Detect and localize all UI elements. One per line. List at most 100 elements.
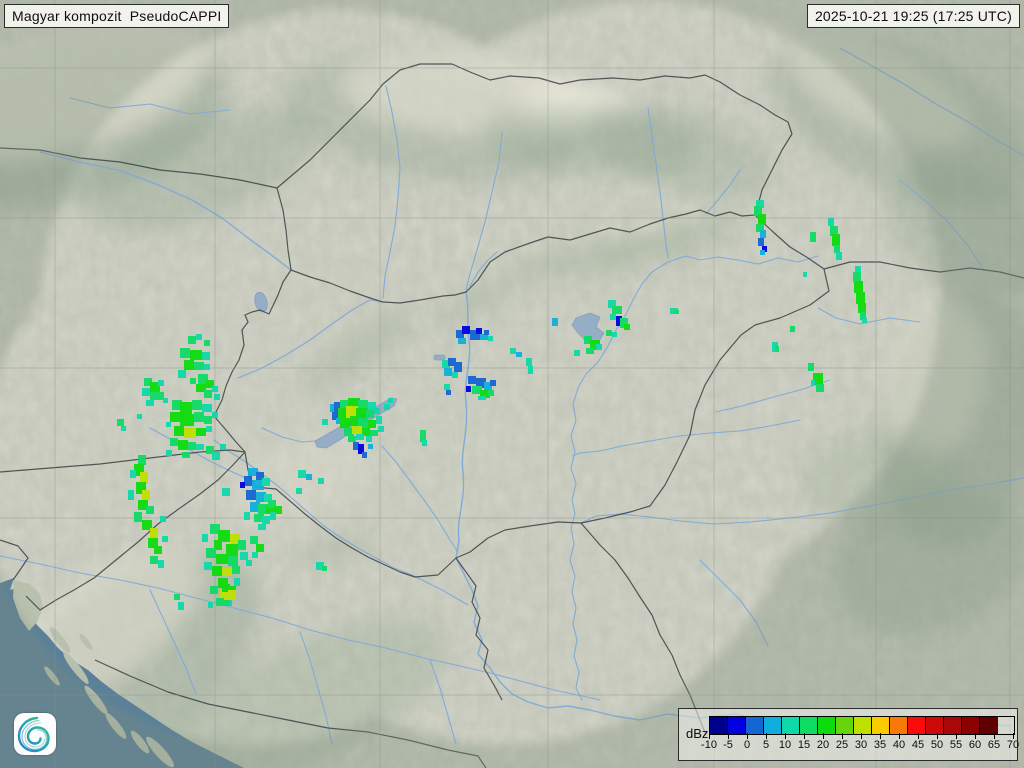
- river-maros: [580, 477, 1024, 525]
- radar-echo-cell: [366, 436, 372, 442]
- radar-echo-cell: [136, 482, 146, 494]
- radar-echo-cell: [206, 426, 212, 432]
- radar-echo-cell: [130, 470, 136, 478]
- radar-echo-cell: [454, 362, 462, 372]
- river-raba: [237, 299, 383, 379]
- lake-velence: [433, 354, 446, 361]
- radar-echo-cell: [274, 506, 282, 514]
- radar-echo-cell: [420, 430, 426, 442]
- legend-unit-label: dBz: [686, 726, 709, 741]
- radar-echo-cell: [480, 390, 490, 398]
- radar-echo-cell: [206, 446, 214, 454]
- radar-echo-cell: [192, 400, 202, 410]
- legend-color-cell: [980, 717, 998, 734]
- radar-echo-cell: [142, 490, 150, 500]
- radar-echo-cell: [358, 418, 368, 428]
- radar-echo-cell: [246, 560, 252, 566]
- radar-echo-cell: [811, 380, 815, 386]
- legend-tick-label: -5: [723, 739, 733, 751]
- radar-echo-cell: [234, 578, 240, 586]
- radar-echo-cell: [596, 344, 602, 350]
- legend-color-bar: [709, 716, 1015, 735]
- radar-echo-cell: [202, 404, 212, 412]
- radar-echo-cell: [488, 390, 494, 396]
- product-title: Magyar kompozit PseudoCAPPI: [4, 4, 230, 28]
- radar-echo-cell: [322, 419, 328, 425]
- radar-echo-cell: [813, 373, 823, 385]
- radar-echo-cell: [244, 512, 250, 520]
- radar-echo-cell: [480, 334, 488, 340]
- legend-color-cell: [764, 717, 782, 734]
- radar-echo-cell: [121, 426, 126, 431]
- radar-echo-cell: [754, 206, 762, 216]
- radar-echo-cell: [150, 556, 158, 564]
- radar-echo-cell: [462, 326, 470, 334]
- radar-echo-cell: [258, 524, 266, 530]
- border-hungary: [213, 209, 830, 578]
- radar-echo-cell: [216, 554, 228, 564]
- radar-echo-cell: [472, 386, 482, 394]
- radar-echo-cell: [270, 512, 276, 520]
- radar-echo-cell: [214, 540, 222, 550]
- radar-echo-cell: [803, 272, 807, 277]
- radar-echo-cell: [178, 602, 184, 610]
- radar-echo-cell: [220, 444, 226, 450]
- legend-color-cell: [782, 717, 800, 734]
- radar-echo-cell: [230, 534, 240, 544]
- radar-echo-cell: [366, 410, 374, 418]
- river-tisza: [569, 255, 819, 701]
- radar-echo-cell: [832, 234, 840, 246]
- radar-echo-cell: [444, 384, 450, 390]
- legend-tick-marks: [709, 733, 1014, 739]
- radar-echo-cell: [612, 332, 617, 337]
- radar-echo-cell: [610, 314, 616, 320]
- radar-echo-cell: [210, 524, 220, 534]
- legend-tick: [994, 733, 995, 739]
- legend-tick: [1013, 733, 1014, 739]
- radar-echo-cell: [212, 386, 218, 392]
- hungaromet-logo: [14, 713, 56, 755]
- legend-tick: [861, 733, 862, 739]
- legend-color-cell: [854, 717, 872, 734]
- radar-echo-cell: [180, 348, 190, 358]
- radar-echo-cell: [204, 390, 212, 398]
- radar-echo-cell: [216, 598, 224, 606]
- border-slovakia-poland: [382, 63, 793, 135]
- legend-tick-label: 45: [911, 739, 925, 751]
- radar-echo-cell: [358, 400, 368, 408]
- radar-echo-cell: [586, 348, 594, 354]
- radar-echo-cell: [162, 536, 168, 542]
- radar-echo-cell: [444, 368, 452, 376]
- radar-echo-cell: [160, 516, 166, 522]
- radar-echo-cell: [210, 586, 218, 594]
- radar-echo-cell: [484, 330, 489, 335]
- radar-echo-cell: [756, 224, 764, 232]
- radar-echo-cell: [362, 452, 367, 458]
- radar-echo-cell: [218, 530, 230, 542]
- radar-echo-cell: [158, 392, 164, 400]
- radar-echo-cell: [756, 200, 764, 208]
- radar-echo-cell: [146, 506, 154, 514]
- legend-color-cell: [926, 717, 944, 734]
- radar-echo-cell: [190, 378, 196, 384]
- river-sio: [381, 445, 459, 553]
- radar-echo-cell: [170, 438, 178, 446]
- radar-echo-cell: [222, 584, 230, 592]
- legend-tick-label: 20: [816, 739, 830, 751]
- radar-echo-cell: [340, 400, 350, 408]
- radar-echo-cell: [322, 566, 327, 571]
- radar-echo-cell: [222, 568, 232, 576]
- radar-echo-cell: [256, 544, 264, 552]
- legend-tick-label: 65: [987, 739, 1001, 751]
- border-slovenia-croatia: [25, 451, 246, 611]
- radar-echo-cell: [232, 566, 240, 574]
- radar-echo-cell: [616, 316, 622, 326]
- radar-echo-cell: [228, 590, 236, 600]
- radar-echo-cell: [810, 232, 816, 242]
- radar-echo-cell: [240, 552, 248, 560]
- radar-echo-cell: [218, 578, 228, 588]
- radar-echo-cell: [526, 358, 532, 366]
- radar-echo-cell: [172, 400, 182, 410]
